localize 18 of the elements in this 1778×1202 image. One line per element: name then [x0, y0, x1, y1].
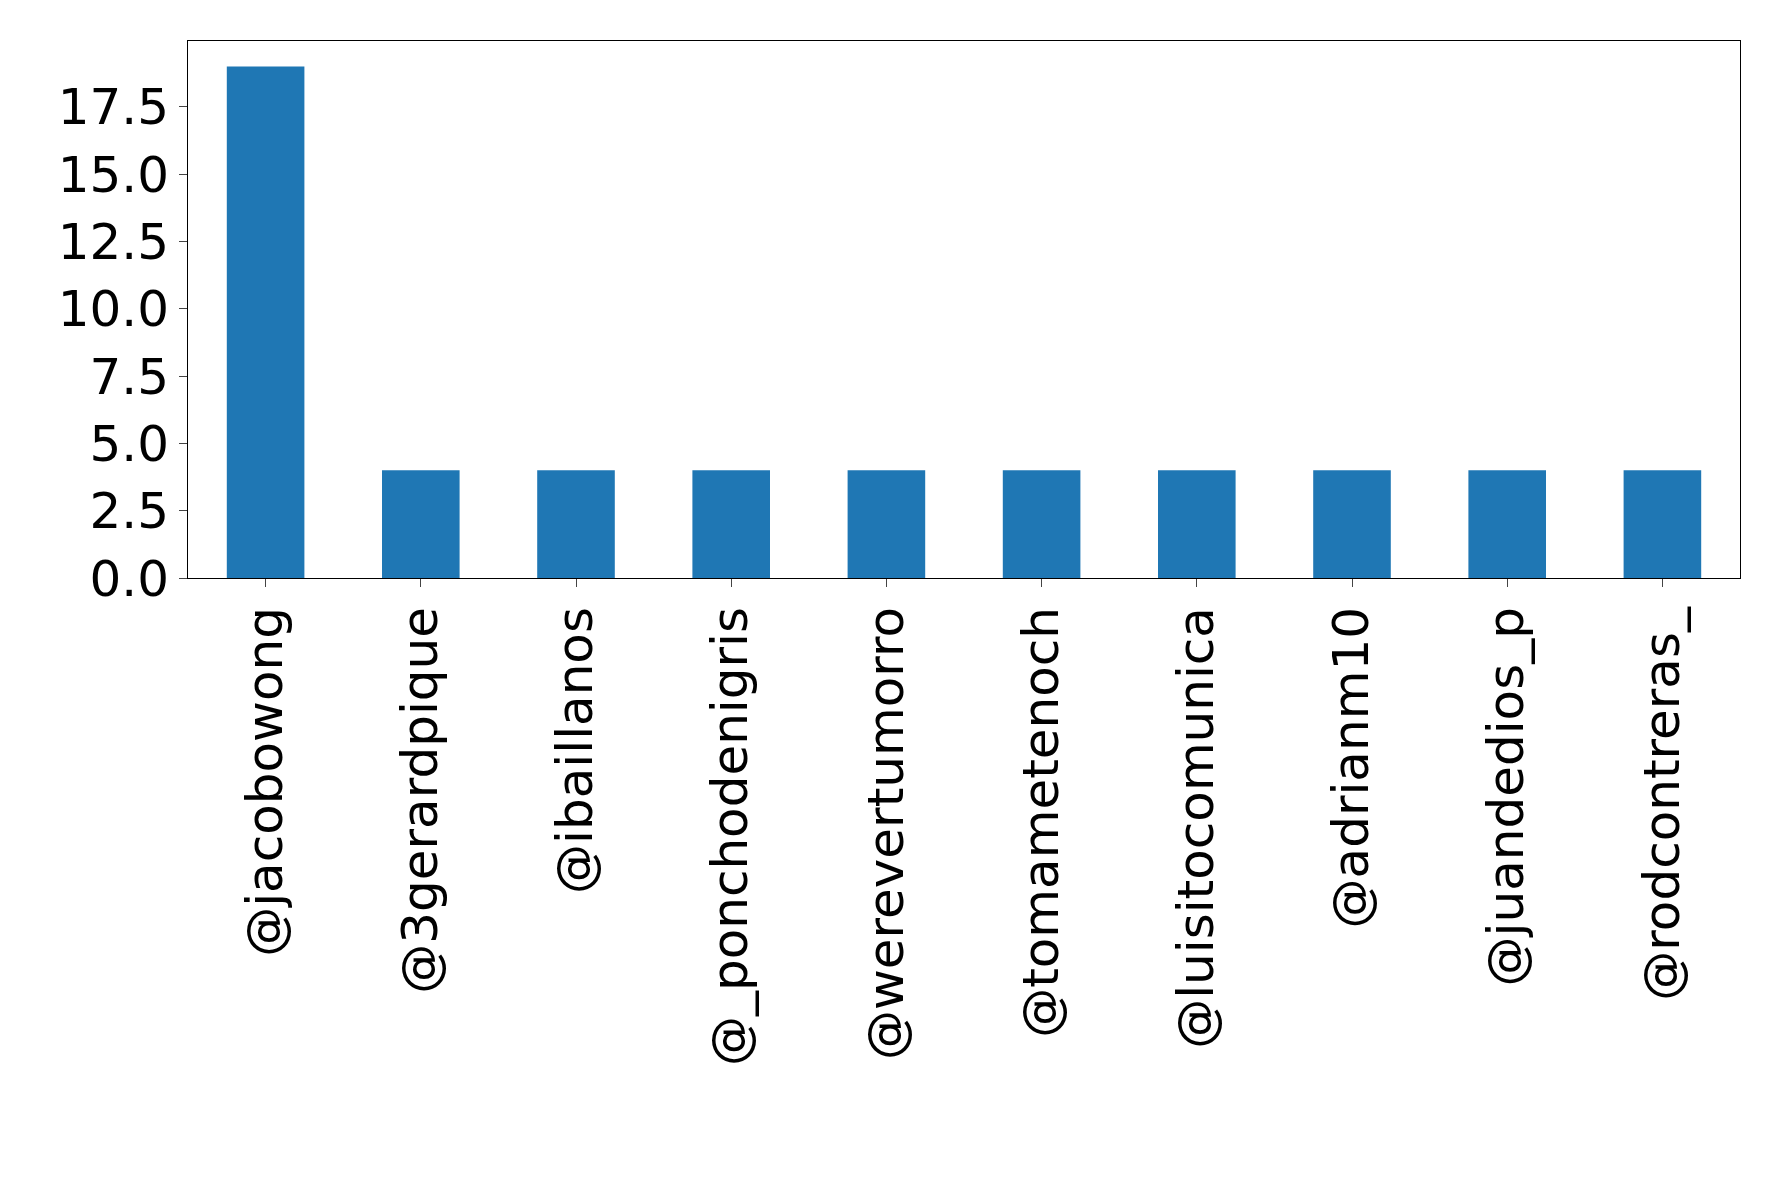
y-tick-label: 17.5	[57, 78, 169, 137]
x-tick-label: @adrianm10	[1322, 607, 1381, 929]
y-tick-label: 2.5	[89, 482, 169, 541]
y-tick-label: 5.0	[89, 414, 169, 473]
y-tick-label: 12.5	[57, 213, 169, 272]
x-tick-label: @_ponchodenigris	[701, 607, 760, 1067]
x-tick-label: @ibaillanos	[546, 607, 605, 894]
x-tick-label: @tomametenoch	[1011, 607, 1070, 1038]
x-tick-label: @juandedios_p	[1477, 607, 1536, 987]
x-tick-label: @luisitocomunica	[1167, 607, 1226, 1049]
y-tick-label: 10.0	[57, 280, 169, 339]
x-tick-label: @3gerardpique	[391, 607, 450, 994]
x-tick-label: @werevertumorro	[856, 607, 915, 1061]
x-tick-label: @rodcontreras_	[1632, 606, 1691, 1001]
x-tick-label: @jacobowong	[235, 607, 294, 957]
y-tick-label: 15.0	[57, 145, 169, 204]
y-tick-label: 0.0	[89, 549, 169, 608]
y-tick-label: 7.5	[89, 347, 169, 406]
